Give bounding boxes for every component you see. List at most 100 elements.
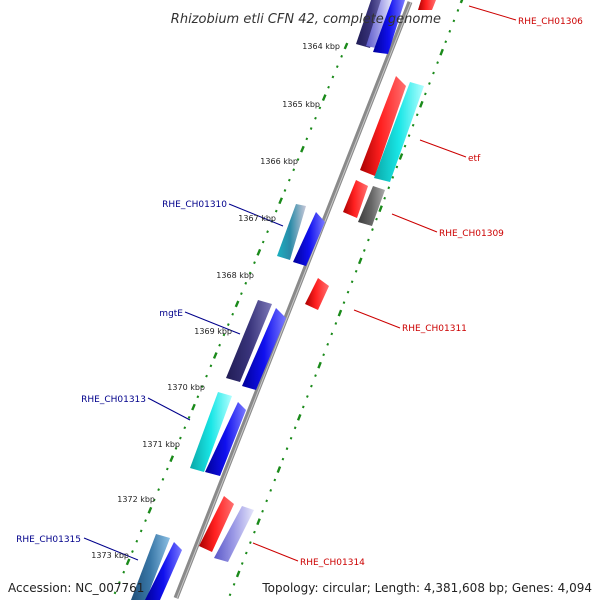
gene-rhe-ch01314-red[interactable] bbox=[199, 496, 234, 552]
ruler-major-tick bbox=[276, 466, 282, 473]
gene-etf-red[interactable] bbox=[360, 76, 406, 176]
ruler-minor-tick bbox=[265, 499, 268, 503]
ruler-minor-tick bbox=[363, 249, 366, 252]
gene-mgte-navy[interactable] bbox=[226, 300, 272, 382]
gene-rhe-ch01309-red[interactable] bbox=[343, 180, 368, 218]
kbp-label: 1364 kbp bbox=[302, 42, 340, 51]
ruler-minor-tick bbox=[415, 113, 419, 117]
ruler-minor-tick bbox=[240, 562, 244, 565]
genome-backbone-highlight bbox=[176, 1, 412, 599]
ruler-minor-tick bbox=[346, 290, 350, 294]
leader-rhe-ch01306 bbox=[468, 5, 517, 21]
ruler-minor-tick bbox=[122, 570, 126, 574]
ruler-major-tick bbox=[147, 506, 153, 514]
ruler-minor-tick bbox=[330, 332, 334, 336]
ruler-minor-tick bbox=[248, 271, 252, 275]
ruler-minor-tick bbox=[444, 40, 448, 44]
gene-rhe-ch01313-blue[interactable] bbox=[205, 402, 246, 476]
gene-label[interactable]: RHE_CH01311 bbox=[402, 324, 467, 334]
ruler-major-tick bbox=[378, 205, 383, 213]
ruler-major-tick bbox=[296, 413, 302, 421]
ruler-minor-tick bbox=[269, 489, 273, 492]
gene-rhe-ch01310-blue[interactable] bbox=[293, 212, 325, 266]
ruler-major-tick bbox=[256, 518, 261, 526]
ruler-minor-tick bbox=[289, 436, 293, 440]
gene-rhe-ch01309-grey[interactable] bbox=[358, 186, 385, 226]
kbp-label: 1367 kbp bbox=[238, 214, 276, 223]
gene-rhe-ch01314-lav[interactable] bbox=[214, 506, 254, 562]
ruler-minor-tick bbox=[424, 92, 427, 96]
ruler-minor-tick bbox=[452, 19, 456, 23]
gene-label[interactable]: RHE_CH01315 bbox=[16, 535, 81, 545]
ruler-minor-tick bbox=[322, 353, 325, 357]
gene-label[interactable]: mgtE bbox=[159, 309, 183, 319]
ruler-major-tick bbox=[300, 145, 305, 153]
ruler-minor-tick bbox=[326, 342, 330, 346]
ruler-minor-tick bbox=[335, 65, 339, 69]
ruler-minor-tick bbox=[305, 137, 309, 141]
ruler-minor-tick bbox=[253, 530, 256, 534]
ruler-minor-tick bbox=[334, 322, 338, 325]
gene-labels-left: RHE_CH01310 mgtE RHE_CH01313 RHE_CH01315 bbox=[16, 200, 227, 545]
gene-rhe-ch01310-cyan[interactable] bbox=[277, 204, 306, 260]
gene-top-blue[interactable] bbox=[373, 0, 405, 54]
kbp-label: 1373 kbp bbox=[91, 551, 129, 560]
genes bbox=[131, 0, 436, 600]
ruler-minor-tick bbox=[118, 581, 121, 584]
kbp-label: 1366 kbp bbox=[260, 157, 298, 166]
ruler-minor-tick bbox=[287, 178, 291, 182]
ruler-minor-tick bbox=[205, 374, 208, 378]
ruler-minor-tick bbox=[266, 230, 269, 234]
gene-etf-cyan[interactable] bbox=[374, 82, 424, 182]
gene-mgte-blue[interactable] bbox=[242, 308, 286, 390]
ruler-major-tick bbox=[419, 100, 424, 108]
gene-label[interactable]: RHE_CH01306 bbox=[518, 17, 583, 27]
ruler-minor-tick bbox=[209, 364, 213, 368]
ruler-minor-tick bbox=[340, 54, 343, 58]
ruler-minor-tick bbox=[179, 436, 182, 440]
ruler-minor-tick bbox=[301, 405, 305, 409]
gene-label[interactable]: RHE_CH01314 bbox=[300, 558, 365, 568]
leader-etf bbox=[419, 139, 467, 158]
ruler-minor-tick bbox=[274, 209, 278, 213]
ruler-minor-tick bbox=[244, 281, 248, 285]
ruler-minor-tick bbox=[310, 384, 313, 388]
gene-label[interactable]: RHE_CH01310 bbox=[162, 200, 227, 210]
gene-rhe-ch01306[interactable] bbox=[418, 0, 436, 10]
ruler-minor-tick bbox=[174, 446, 178, 450]
kbp-label: 1368 kbp bbox=[216, 271, 254, 280]
ruler-minor-tick bbox=[253, 261, 256, 265]
kbp-labels: 1364 kbp 1365 kbp 1366 kbp 1367 kbp 1368… bbox=[91, 42, 340, 560]
ruler-minor-tick bbox=[113, 591, 117, 595]
kbp-label: 1370 kbp bbox=[167, 383, 205, 392]
ruler-minor-tick bbox=[249, 541, 252, 544]
gene-rhe-ch01315-blue[interactable] bbox=[145, 542, 182, 600]
ruler-minor-tick bbox=[456, 9, 460, 12]
ruler-minor-tick bbox=[232, 582, 236, 586]
gene-label[interactable]: RHE_CH01309 bbox=[439, 229, 504, 239]
leader-rhe-ch01313 bbox=[147, 397, 191, 421]
gene-rhe-ch01311[interactable] bbox=[305, 278, 329, 310]
ruler-major-tick bbox=[256, 248, 262, 256]
gene-label[interactable]: etf bbox=[468, 154, 481, 164]
kbp-label: 1369 kbp bbox=[194, 327, 232, 336]
ruler-major-tick bbox=[459, 0, 464, 4]
gene-label[interactable]: RHE_CH01313 bbox=[81, 395, 146, 405]
genome-summary-text: Topology: circular; Length: 4,381,608 bp… bbox=[262, 581, 592, 595]
ruler-minor-tick bbox=[428, 82, 431, 85]
ruler-minor-tick bbox=[448, 29, 452, 33]
ruler-major-tick bbox=[278, 197, 283, 205]
leader-rhe-ch01314 bbox=[252, 542, 299, 562]
ruler-minor-tick bbox=[436, 61, 439, 64]
ruler-minor-tick bbox=[318, 106, 322, 110]
ruler-minor-tick bbox=[228, 593, 232, 597]
gene-rhe-ch01313-cyan[interactable] bbox=[190, 392, 232, 472]
ruler-right bbox=[228, 0, 464, 597]
ruler-minor-tick bbox=[240, 292, 243, 296]
ruler-minor-tick bbox=[407, 134, 411, 138]
gene-rhe-ch01315-steel[interactable] bbox=[131, 534, 170, 600]
gene-top-lav[interactable] bbox=[366, 0, 392, 48]
ruler-minor-tick bbox=[293, 426, 297, 430]
